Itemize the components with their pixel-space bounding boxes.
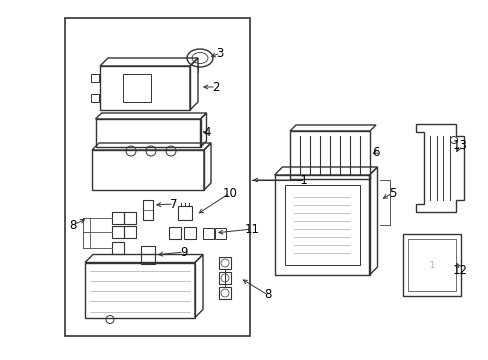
Bar: [124, 212, 136, 224]
Text: 1: 1: [428, 261, 434, 270]
Bar: [100, 66, 190, 110]
Bar: [183, 227, 196, 239]
Text: 3: 3: [216, 46, 223, 59]
Bar: [65, 18, 249, 336]
Bar: [91, 94, 99, 102]
Text: 5: 5: [388, 186, 396, 199]
Bar: [112, 212, 124, 224]
Bar: [214, 228, 225, 239]
Text: -1: -1: [295, 174, 307, 186]
Bar: [112, 226, 124, 238]
Text: 7: 7: [170, 198, 177, 211]
Bar: [402, 234, 460, 296]
Bar: [284, 185, 359, 265]
Text: 8: 8: [69, 219, 77, 231]
Bar: [407, 239, 455, 291]
Text: 12: 12: [451, 264, 467, 276]
Bar: [85, 262, 195, 318]
Bar: [169, 227, 181, 239]
Bar: [219, 272, 230, 284]
Text: 11: 11: [244, 222, 259, 235]
Text: 4: 4: [203, 126, 210, 139]
Bar: [142, 200, 153, 220]
Text: 9: 9: [180, 246, 187, 258]
Bar: [274, 175, 369, 275]
Bar: [289, 131, 369, 179]
Bar: [219, 257, 230, 269]
Bar: [91, 74, 99, 82]
Bar: [123, 74, 151, 102]
Bar: [141, 246, 155, 264]
Bar: [219, 287, 230, 299]
Text: 8: 8: [264, 288, 271, 302]
Text: 6: 6: [371, 145, 379, 158]
Text: 13: 13: [451, 139, 467, 152]
Bar: [92, 150, 203, 190]
Bar: [112, 242, 124, 254]
Bar: [95, 119, 200, 147]
Bar: [124, 226, 136, 238]
Text: 10: 10: [222, 186, 237, 199]
Bar: [202, 228, 213, 239]
Text: 2: 2: [212, 81, 219, 94]
Bar: [178, 206, 192, 220]
